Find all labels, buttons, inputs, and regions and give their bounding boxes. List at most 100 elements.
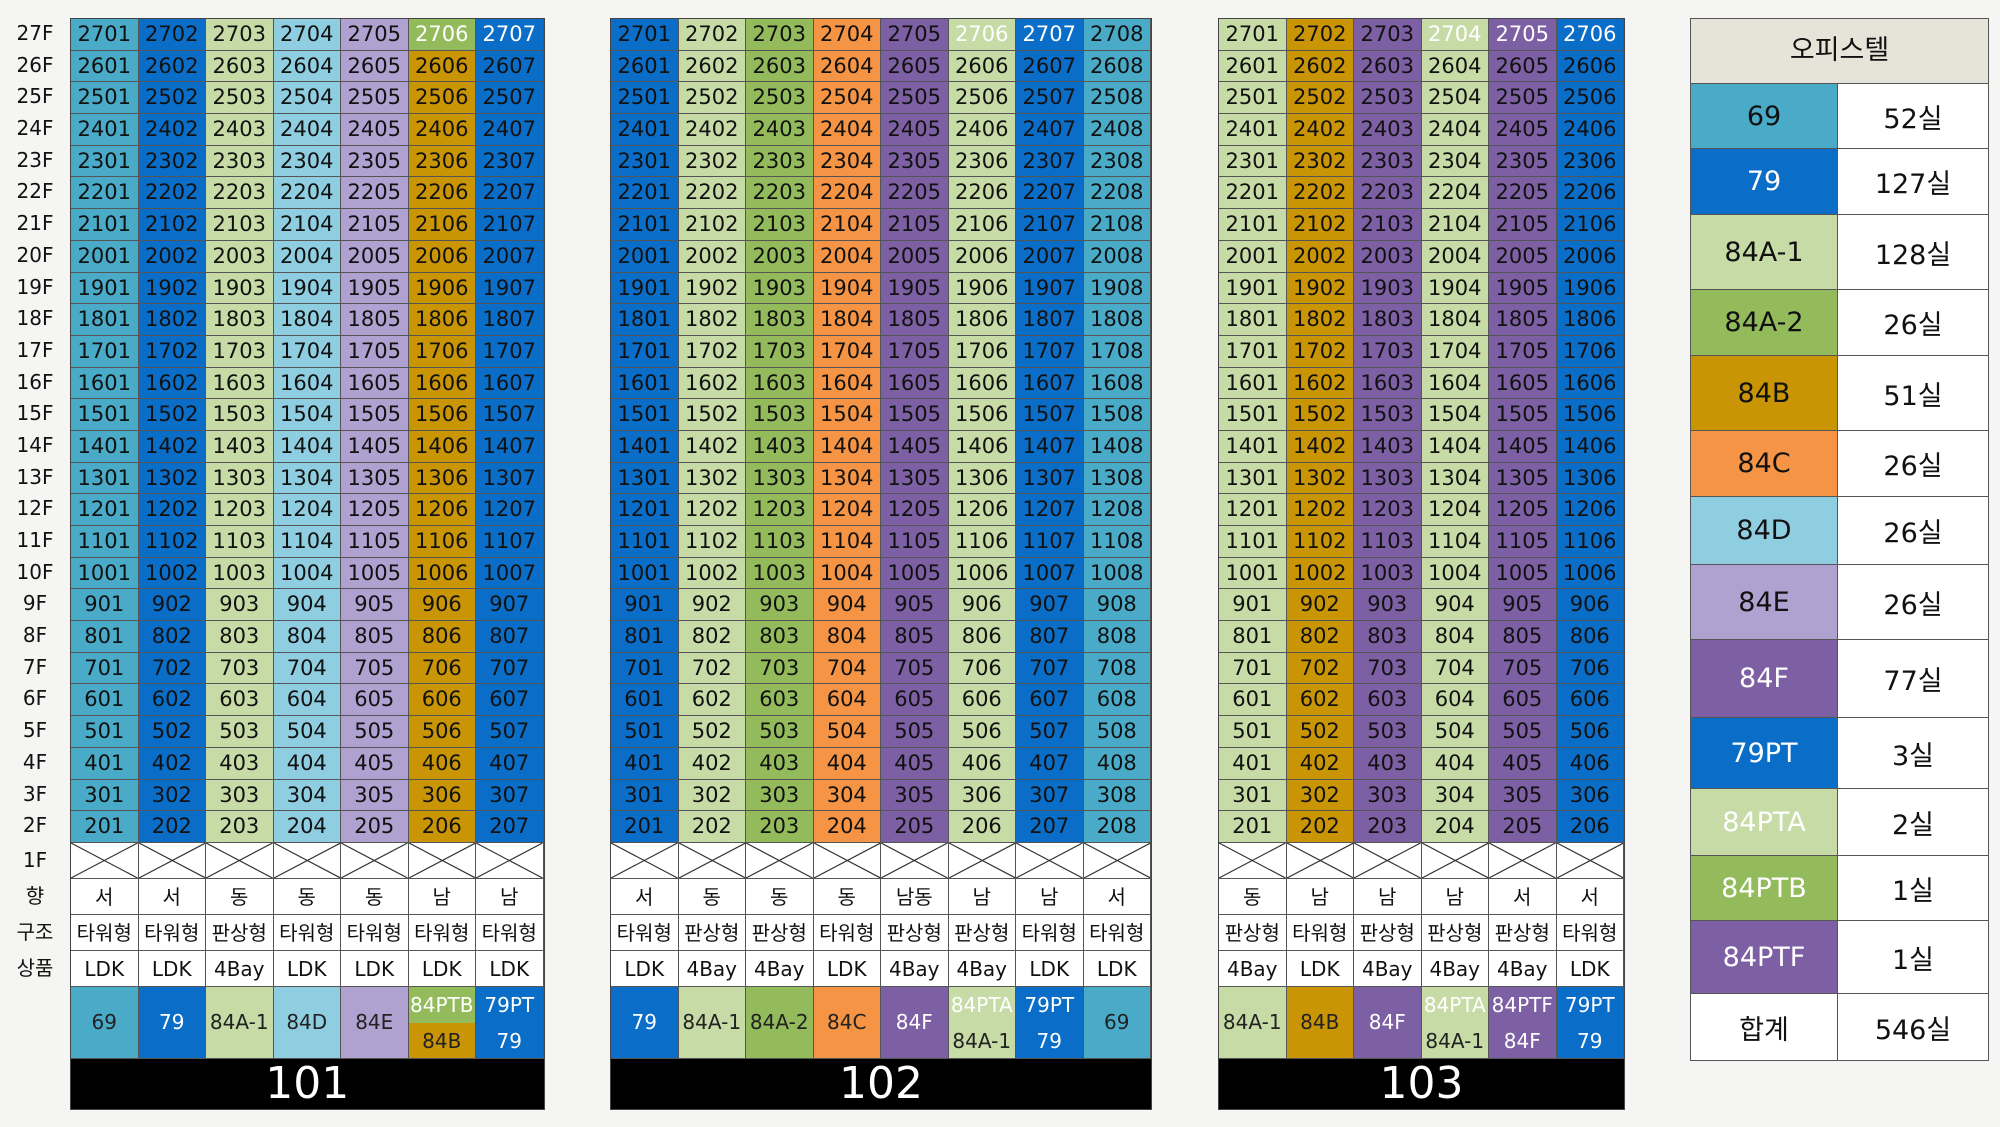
unit-grid: 2701 2702 2703 2704 2705 2706 2707 2601 2602 2603…	[71, 19, 544, 843]
legend-count: 26실	[1883, 310, 1943, 341]
unit-cell: 1601	[611, 367, 679, 400]
unit-cell: 1505	[881, 399, 949, 431]
floor-label: 15F	[16, 401, 54, 426]
unit-cell: 1205	[881, 494, 949, 526]
unit-cell: 1504	[273, 399, 341, 431]
unit-cell: 1907	[1016, 272, 1084, 305]
unit-cell: 2707	[476, 19, 544, 51]
info-product: 4Bay	[881, 950, 949, 987]
info-direction: 동	[341, 878, 409, 915]
info-product: 4Bay	[678, 950, 746, 987]
legend-title: 오피스텔	[1691, 19, 1988, 84]
unit-cell: 1902	[138, 272, 206, 305]
unit-cell: 2703	[206, 19, 274, 51]
unit-cell: 1203	[746, 494, 814, 526]
info-direction: 동	[746, 878, 814, 915]
unit-cell: 2301	[1219, 145, 1287, 178]
type-cell: 69	[1083, 986, 1151, 1059]
unit-cell: 2406	[1556, 114, 1624, 146]
unit-cell: 605	[1489, 684, 1557, 717]
unit-cell: 2308	[1083, 145, 1151, 178]
unit-cell: 901	[1219, 589, 1287, 622]
info-product: 4Bay	[746, 950, 814, 987]
unit-cell: 1602	[678, 367, 746, 400]
type-base: 79	[1016, 1022, 1083, 1058]
unit-cell: 607	[1016, 684, 1084, 717]
no-unit-cross	[611, 842, 679, 878]
unit-cell: 2607	[476, 50, 544, 83]
unit-cell: 208	[1083, 811, 1151, 843]
unit-cell: 406	[948, 747, 1016, 780]
no-unit-cross	[1489, 842, 1557, 878]
unit-cell: 1401	[71, 430, 139, 463]
unit-cell: 1301	[1219, 462, 1287, 495]
floor-label: 1F	[22, 847, 48, 872]
legend-count: 1실	[1891, 944, 1935, 976]
unit-cell: 1407	[1016, 430, 1084, 463]
type-label: 84C	[827, 1010, 867, 1035]
type-cell: 79PT 79	[1016, 986, 1084, 1059]
unit-cell: 1602	[1286, 367, 1354, 400]
unit-cell: 808	[1083, 621, 1151, 653]
unit-cell: 2101	[71, 209, 139, 241]
no-unit-cross	[341, 842, 409, 878]
floor-label: 9F	[22, 591, 48, 616]
unit-cell: 1507	[476, 399, 544, 431]
unit-cell: 2503	[206, 82, 274, 115]
unit-cell: 201	[71, 811, 139, 843]
unit-cell: 901	[71, 589, 139, 622]
building-name: 103	[1219, 1058, 1624, 1109]
unit-cell: 2501	[1219, 82, 1287, 115]
info-product: 4Bay	[1354, 950, 1422, 987]
info-direction: 남	[476, 878, 544, 915]
unit-cell: 2501	[71, 82, 139, 115]
info-product: 4Bay	[206, 950, 274, 987]
unit-cell: 1402	[678, 430, 746, 463]
unit-cell: 704	[1421, 652, 1489, 685]
unit-cell: 201	[611, 811, 679, 843]
unit-cell: 203	[746, 811, 814, 843]
unit-cell: 806	[408, 621, 476, 653]
unit-cell: 1502	[678, 399, 746, 431]
unit-cell: 2705	[881, 19, 949, 51]
legend-count: 127실	[1874, 169, 1952, 200]
info-row-direction: 서 동 동 동 남동 남 남 서	[611, 878, 1151, 915]
unit-cell: 2305	[881, 145, 949, 178]
unit-cell: 1001	[611, 557, 679, 590]
info-product: 4Bay	[1489, 950, 1557, 987]
unit-cell: 2706	[1556, 19, 1624, 51]
unit-cell: 1204	[813, 494, 881, 526]
no-unit-cross	[206, 842, 274, 878]
legend-type: 합계	[1691, 994, 1838, 1060]
unit-cell: 1806	[948, 304, 1016, 336]
unit-cell: 1102	[138, 526, 206, 558]
type-cell: 84A-1	[206, 986, 274, 1059]
unit-cell: 302	[138, 779, 206, 812]
unit-cell: 2704	[1421, 19, 1489, 51]
unit-cell: 402	[678, 747, 746, 780]
unit-cell: 1004	[813, 557, 881, 590]
unit-cell: 1706	[948, 335, 1016, 368]
unit-cell: 2505	[341, 82, 409, 115]
unit-cell: 1506	[1556, 399, 1624, 431]
type-label: 69	[91, 1010, 117, 1035]
unit-cell: 1101	[1219, 526, 1287, 558]
unit-cell: 1703	[746, 335, 814, 368]
unit-cell: 2407	[1016, 114, 1084, 146]
unit-cell: 1905	[341, 272, 409, 305]
unit-cell: 902	[138, 589, 206, 622]
type-row: 79 84A-1 84A-2 84C 84F 84PTA 84A-1 79PT 79 69	[611, 986, 1151, 1059]
row-label-direction: 향	[25, 883, 45, 908]
unit-cell: 505	[341, 716, 409, 748]
unit-cell: 807	[476, 621, 544, 653]
unit-cell: 205	[341, 811, 409, 843]
unit-cell: 2205	[1489, 177, 1557, 210]
unit-cell: 902	[1286, 589, 1354, 622]
unit-cell: 405	[341, 747, 409, 780]
unit-cell: 1104	[1421, 526, 1489, 558]
unit-cell: 2104	[1421, 209, 1489, 241]
unit-cell: 2302	[138, 145, 206, 178]
unit-cell: 2103	[1354, 209, 1422, 241]
unit-cell: 2702	[678, 19, 746, 51]
